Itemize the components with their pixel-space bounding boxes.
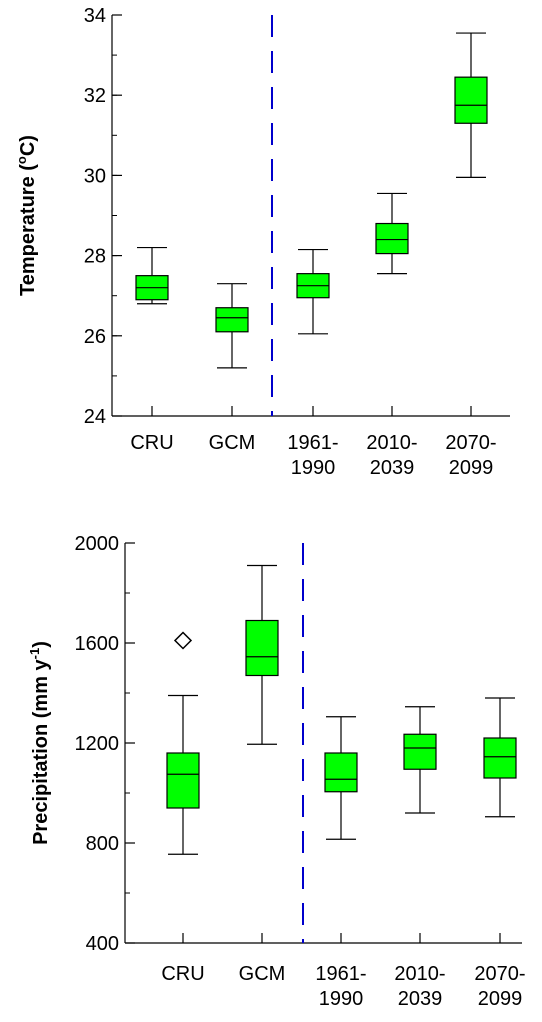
x-tick-label: 2070- (474, 963, 525, 985)
y-tick-label: 34 (84, 5, 106, 27)
x-tick-label: 2070- (445, 432, 496, 454)
box-plot-0 (166, 631, 200, 855)
interquartile-box (375, 222, 409, 255)
box-plot-4 (454, 32, 488, 179)
x-tick-label: 2099 (449, 457, 494, 479)
box-plot-4 (483, 697, 517, 818)
interquartile-box (483, 737, 517, 779)
x-tick-label: 2039 (370, 457, 415, 479)
x-tick-label: 1990 (319, 988, 364, 1010)
x-tick-label: 2039 (398, 988, 443, 1010)
x-tick-label: 2010- (366, 432, 417, 454)
y-tick-label: 2000 (75, 533, 120, 555)
precipitation-panel: 400 800 1200 1600 2000 CRU GCM 1961- 1990 2010- 20… (27, 533, 526, 1010)
y-tick-label: 26 (84, 326, 106, 348)
x-tick-label: CRU (130, 432, 173, 454)
y-tick-label: 1200 (75, 733, 120, 755)
x-tick-label: CRU (161, 963, 204, 985)
interquartile-box (454, 76, 488, 124)
x-tick-label: 1990 (291, 457, 336, 479)
y-tick-label: 800 (86, 833, 119, 855)
outlier-marker (173, 631, 193, 650)
y-tick-label: 30 (84, 165, 106, 187)
y-tick-label: 28 (84, 246, 106, 268)
interquartile-box (245, 619, 279, 677)
y-axis-title-main: Precipitation (mm y (30, 658, 52, 844)
x-tick-label: 2099 (478, 988, 523, 1010)
precipitation-y-axis-title: Precipitation (mm y-1) (27, 641, 52, 845)
y-axis-title-tail: C) (17, 135, 39, 156)
x-tick-label: GCM (209, 432, 256, 454)
x-tick-label: 1961- (315, 963, 366, 985)
box-plot-3 (403, 706, 437, 814)
y-axis-title-superscript: o (14, 156, 29, 164)
temperature-panel: 24 26 28 30 32 34 CRU GCM 1961- 1990 2010- 2039 2070… (14, 5, 510, 479)
interquartile-box (403, 733, 437, 770)
box-plot-2 (296, 248, 330, 335)
box-plot-1 (245, 564, 279, 745)
y-tick-label: 1600 (75, 633, 120, 655)
y-axis-title-main: Temperature ( (17, 164, 39, 296)
y-tick-label: 400 (86, 933, 119, 955)
box-plot-3 (375, 192, 409, 275)
y-axis-title-superscript: -1 (27, 648, 42, 660)
temperature-y-axis-title: Temperature (oC) (14, 135, 39, 296)
box-plot-1 (215, 283, 249, 369)
x-tick-label: GCM (239, 963, 286, 985)
y-tick-label: 24 (84, 406, 106, 428)
x-tick-label: 2010- (394, 963, 445, 985)
y-tick-label: 32 (84, 85, 106, 107)
x-tick-label: 1961- (287, 432, 338, 454)
box-plot-0 (135, 246, 169, 305)
y-axis-title-tail: ) (30, 641, 52, 648)
interquartile-box (166, 752, 200, 809)
interquartile-box (215, 307, 249, 333)
box-plot-2 (324, 716, 358, 840)
interquartile-box (324, 752, 358, 793)
